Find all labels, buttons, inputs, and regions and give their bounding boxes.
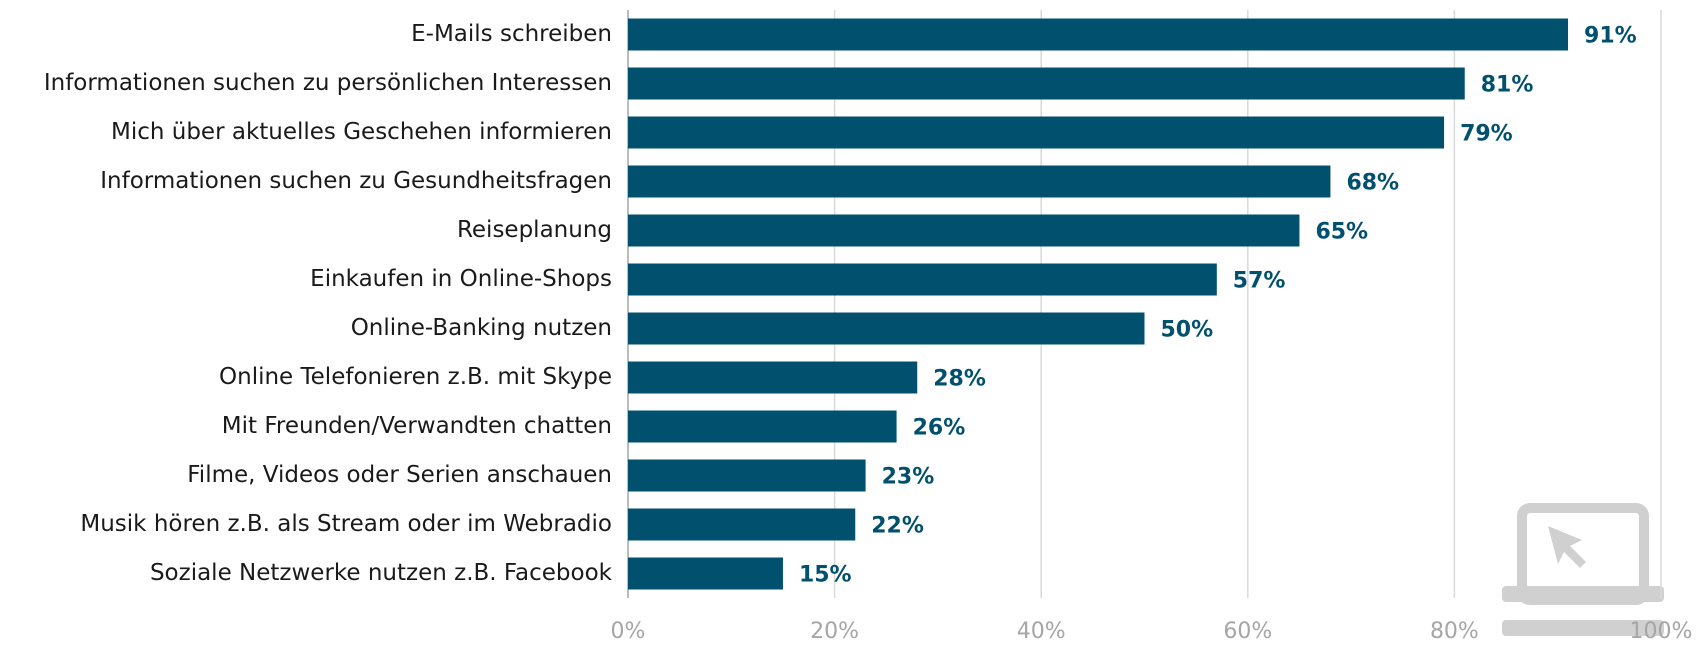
data-label: 28% [933, 367, 986, 392]
bar [628, 263, 1217, 296]
bar [628, 165, 1331, 198]
x-tick-label: 40% [1017, 619, 1066, 644]
data-label: 26% [913, 416, 966, 441]
y-tick-label: Reiseplanung [457, 217, 612, 243]
data-label: 81% [1481, 73, 1534, 98]
data-label: 57% [1233, 269, 1286, 294]
y-tick-label: Informationen suchen zu Gesundheitsfrage… [100, 168, 612, 194]
x-tick-label: 0% [611, 619, 646, 644]
laptop-icon [1502, 503, 1664, 636]
y-tick-label: Musik hören z.B. als Stream oder im Webr… [80, 511, 612, 537]
y-tick-label: Filme, Videos oder Serien anschauen [187, 462, 612, 488]
data-label: 91% [1584, 24, 1637, 49]
y-tick-label: Einkaufen in Online-Shops [310, 266, 612, 292]
data-label: 79% [1460, 122, 1513, 147]
bar [628, 459, 866, 492]
bar [628, 361, 918, 394]
x-tick-label: 80% [1430, 619, 1479, 644]
bar [628, 557, 783, 590]
bar [628, 214, 1300, 247]
x-tick-label: 60% [1223, 619, 1272, 644]
y-tick-label: E-Mails schreiben [411, 21, 612, 47]
y-tick-label: Mich über aktuelles Geschehen informiere… [111, 119, 612, 145]
y-tick-label: Online-Banking nutzen [351, 315, 612, 341]
bar [628, 508, 856, 541]
bar [628, 312, 1145, 345]
data-label: 15% [799, 563, 852, 588]
x-tick-label: 20% [810, 619, 859, 644]
x-tick-label: 100% [1630, 619, 1693, 644]
y-tick-label: Soziale Netzwerke nutzen z.B. Facebook [150, 560, 613, 586]
y-tick-label: Informationen suchen zu persönlichen Int… [44, 70, 612, 96]
data-label: 50% [1161, 318, 1214, 343]
data-label: 68% [1346, 171, 1399, 196]
data-label: 23% [882, 465, 935, 490]
data-label: 65% [1315, 220, 1368, 245]
bar [628, 116, 1445, 149]
y-tick-label: Mit Freunden/Verwandten chatten [222, 413, 612, 439]
data-label: 22% [871, 514, 924, 539]
bar [628, 67, 1465, 100]
bar [628, 410, 897, 443]
y-tick-label: Online Telefonieren z.B. mit Skype [219, 364, 612, 390]
bar [628, 18, 1569, 51]
